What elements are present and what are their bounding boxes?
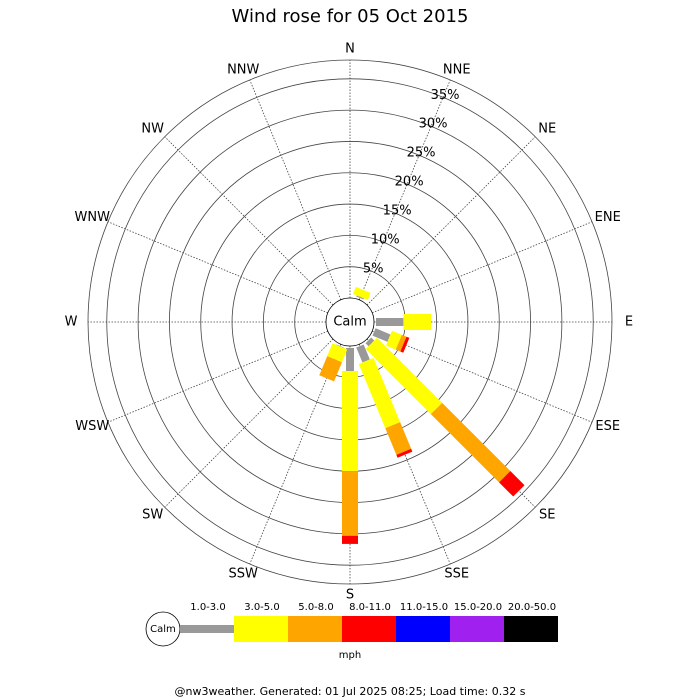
bar-segment [319,356,342,382]
y-tick-label: 5% [363,261,384,276]
bar-segment [342,535,358,544]
direction-label: ENE [595,210,621,225]
bar-segment [336,344,344,349]
spoke [164,338,334,508]
direction-label: NE [538,121,556,136]
direction-label: SE [539,508,555,523]
direction-label: E [625,315,633,330]
legend-swatch [450,616,504,642]
direction-label: S [346,588,354,603]
legend-swatch [342,616,396,642]
bar-segment [365,337,375,347]
spoke [249,344,342,565]
spoke [358,79,451,300]
bar-segment [346,348,354,372]
y-tick-label: 15% [383,204,412,219]
direction-label: NW [141,121,164,136]
spoke [249,79,342,300]
legend-swatch [180,625,234,633]
bar-segment [358,357,401,429]
bar-segment [356,344,370,363]
direction-label: SSW [229,567,259,582]
bar-segment [365,337,443,415]
direction-label: ESE [595,419,620,434]
legend-label: 1.0-3.0 [190,602,225,613]
y-tick-label: 20% [395,175,424,190]
legend-swatch [396,616,450,642]
bar-segment [385,330,402,350]
bar-segment [430,402,511,483]
y-tick-label: 25% [407,146,436,161]
legend-label: 20.0-50.0 [508,602,556,613]
legend-label: 5.0-8.0 [298,602,333,613]
bar-segment [376,318,404,326]
bar-segment [342,371,358,472]
y-tick-label: 10% [371,232,400,247]
bar-segment [400,336,410,353]
bar-segment [396,448,413,458]
direction-label: SW [142,508,163,523]
spoke [372,221,593,314]
spoke [164,136,334,306]
bar-segment [395,334,407,352]
legend-label: 3.0-5.0 [244,602,279,613]
legend-calm-label: Calm [150,624,176,635]
bar-segment [327,343,348,363]
direction-label: SSE [444,567,469,582]
bar-segment [342,471,358,536]
spoke [372,330,593,423]
legend-swatch [504,616,558,642]
legend-label: 8.0-11.0 [349,602,391,613]
spoke [366,136,536,306]
bar-segment [403,314,431,330]
legend-unit: mph [339,650,361,661]
bar-segment [499,471,525,497]
y-tick-label: 35% [431,88,460,103]
direction-label: N [345,42,355,57]
bar-segment [356,295,365,300]
direction-label: WSW [75,419,109,434]
bar-segment [372,328,391,342]
bar-segment [352,286,371,300]
legend-label: 11.0-15.0 [400,602,448,613]
calm-label: Calm [333,315,366,330]
direction-label: NNE [443,62,471,77]
y-tick-label: 30% [419,117,448,132]
legend-swatch [234,616,288,642]
direction-label: NNW [227,62,259,77]
footer: @nw3weather. Generated: 01 Jul 2025 08:2… [175,685,526,698]
direction-label: W [65,315,78,330]
legend-label: 15.0-20.0 [454,602,502,613]
legend-swatch [288,616,342,642]
bar-segment [385,422,412,455]
spoke [107,330,328,423]
calm-circle [325,297,375,347]
chart-title: Wind rose for 05 Oct 2015 [232,6,469,27]
direction-label: WNW [75,210,111,225]
spoke [107,221,328,314]
